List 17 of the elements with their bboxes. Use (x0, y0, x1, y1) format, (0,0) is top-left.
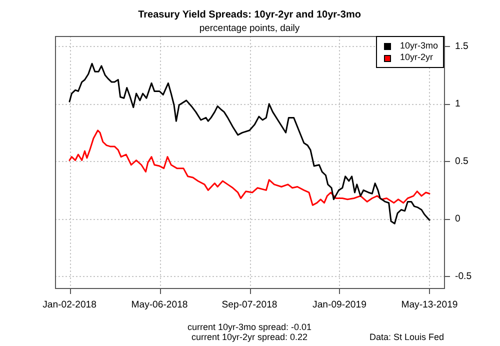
chart-subtitle: percentage points, daily (199, 23, 300, 34)
x-tick-label: May-13-2019 (401, 299, 458, 310)
y-tick-label: 1 (455, 98, 460, 110)
chart-title: Treasury Yield Spreads: 10yr-2yr and 10yr-3mo (138, 9, 361, 20)
legend-label: 10yr-2yr (400, 52, 434, 62)
x-tick-label: May-06-2018 (131, 299, 188, 310)
y-tick-label: 0.5 (455, 156, 468, 168)
y-tick-label: 1.5 (455, 41, 468, 52)
x-tick-label: Sep-07-2018 (222, 299, 278, 310)
x-tick-label: Jan-02-2018 (42, 299, 96, 310)
text: current 10yr-2yr spread: 0.22 (191, 332, 308, 342)
y-tick-label: 0 (455, 214, 460, 225)
text: Data: St Louis Fed (369, 332, 444, 342)
text: current 10yr-3mo spread: -0.01 (187, 322, 312, 332)
legend-label: 10yr-3mo (400, 40, 438, 50)
x-tick-label: Jan-09-2019 (312, 299, 366, 310)
y-tick-label: -0.5 (455, 271, 472, 282)
